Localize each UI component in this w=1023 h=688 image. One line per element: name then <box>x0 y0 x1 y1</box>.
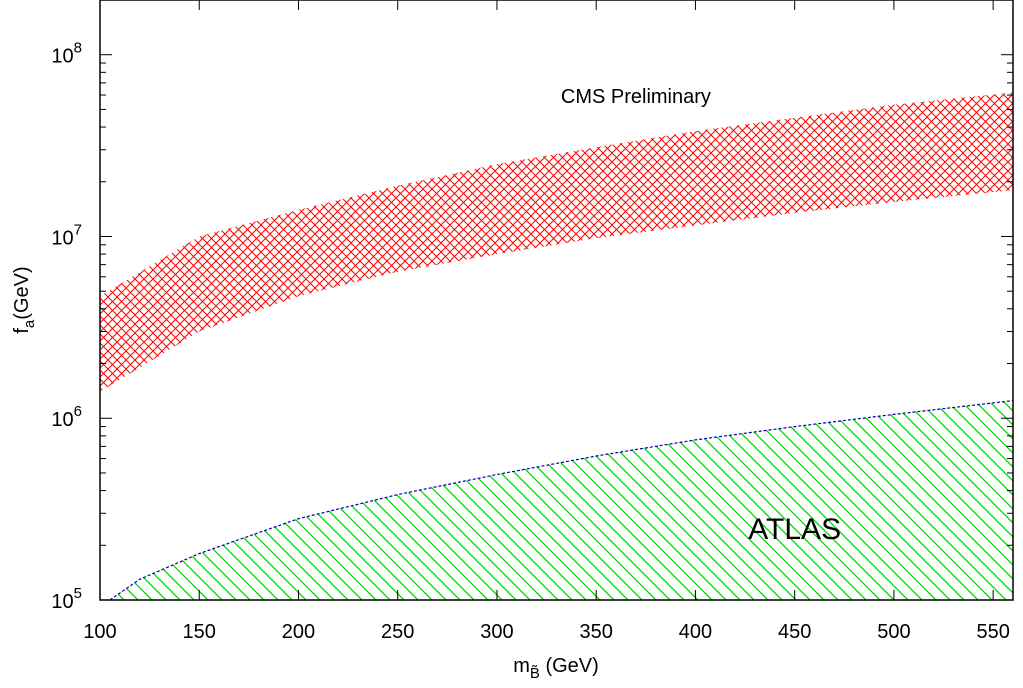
x-tick-label: 500 <box>877 621 910 643</box>
annotation-atlas: ATLAS <box>748 513 841 546</box>
x-tick-label: 350 <box>580 621 613 643</box>
y-tick-label: 107 <box>51 221 82 249</box>
region-1-fill <box>100 92 1013 392</box>
y-tick-label: 106 <box>51 403 82 431</box>
y-tick-label: 108 <box>51 40 82 68</box>
x-tick-label: 550 <box>976 621 1009 643</box>
x-tick-label: 450 <box>778 621 811 643</box>
y-tick-label: 105 <box>51 585 82 613</box>
x-tick-label: 300 <box>480 621 513 643</box>
annotation-cms-preliminary: CMS Preliminary <box>561 86 711 108</box>
x-tick-label: 250 <box>381 621 414 643</box>
plot-frame <box>99 0 1014 601</box>
x-tick-label: 200 <box>282 621 315 643</box>
x-tick-label: 400 <box>679 621 712 643</box>
region-2-fill <box>109 400 1013 600</box>
x-tick-label: 150 <box>183 621 216 643</box>
x-axis-label: mB̃ (GeV) <box>513 655 599 682</box>
x-tick-label: 100 <box>83 621 116 643</box>
y-axis-label: fa(GeV) <box>11 266 38 333</box>
